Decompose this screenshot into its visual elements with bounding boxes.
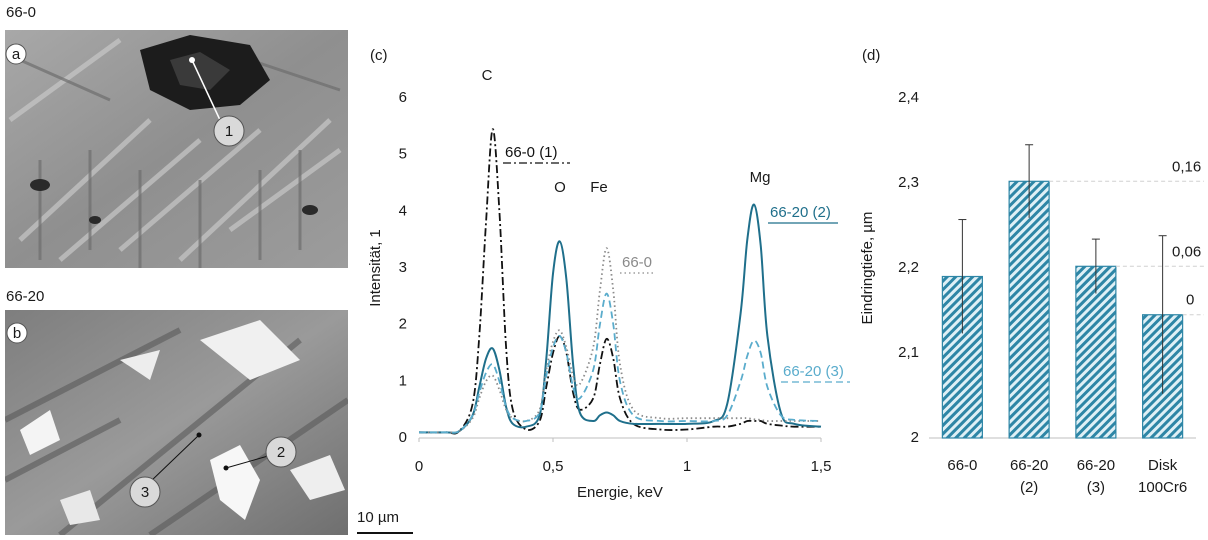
marker-badge	[265, 436, 297, 468]
marker-badge	[129, 476, 161, 508]
series-line	[418, 247, 821, 434]
annotation-label: 0	[1186, 292, 1194, 309]
y-tick-label: 4	[399, 202, 407, 219]
x-axis-title: Energie, keV	[577, 484, 663, 501]
series-label: 66-20 (3)	[783, 363, 844, 380]
marker-leader	[149, 434, 200, 483]
y-tick-label: 2	[399, 316, 407, 333]
marker-label: 2	[277, 444, 285, 461]
x-tick-label: 66-0	[947, 457, 977, 474]
annotation-label: 0,16	[1172, 158, 1201, 175]
micrograph-label: 66-20	[6, 288, 44, 305]
error-bar	[1025, 144, 1034, 218]
series-line	[418, 203, 822, 434]
panel-badge	[6, 322, 28, 344]
peak-label: O	[554, 179, 566, 196]
micrograph-a	[5, 30, 348, 268]
x-tick-label: 0,5	[543, 458, 564, 475]
scale-bar-label: 10 µm	[357, 509, 399, 526]
x-tick-label: (3)	[1087, 479, 1105, 496]
panel-badge	[5, 43, 27, 65]
marker-badge	[213, 115, 245, 147]
x-tick-label: (2)	[1020, 479, 1038, 496]
x-tick-label: 1,5	[811, 458, 832, 475]
peak-label: Mg	[750, 169, 771, 186]
marker-label: 1	[225, 123, 233, 140]
panel-label: a	[12, 46, 21, 63]
series-label: 66-20 (2)	[770, 204, 831, 221]
y-tick-label: 2,2	[898, 259, 919, 276]
annotation-label: 0,06	[1172, 243, 1201, 260]
y-axis-title: Eindringtiefe, µm	[859, 212, 876, 325]
x-tick-label: 100Cr6	[1138, 479, 1187, 496]
y-tick-label: 3	[399, 259, 407, 276]
series-label: 66-0 (1)	[505, 144, 558, 161]
y-tick-label: 0	[399, 429, 407, 446]
marker-dot	[189, 57, 195, 63]
y-tick-label: 1	[399, 372, 407, 389]
y-tick-label: 2,3	[898, 174, 919, 191]
marker-label: 3	[141, 484, 149, 501]
x-tick-label: Disk	[1148, 457, 1178, 474]
peak-label: C	[482, 67, 493, 84]
panel-label: (d)	[862, 47, 880, 64]
x-tick-label: 0	[415, 458, 423, 475]
error-bar	[958, 219, 967, 334]
y-tick-label: 2	[911, 429, 919, 446]
error-bar	[1158, 235, 1167, 394]
marker-leader	[225, 455, 269, 469]
y-tick-label: 2,1	[898, 344, 919, 361]
micrograph-b	[5, 310, 348, 535]
series-label: 66-0	[622, 254, 652, 271]
x-tick-label: 1	[683, 458, 691, 475]
bar	[1008, 180, 1050, 439]
x-tick-label: 66-20	[1010, 457, 1048, 474]
series-line	[418, 292, 822, 434]
panel-label: b	[13, 325, 21, 342]
marker-leader	[191, 59, 221, 121]
y-tick-label: 5	[399, 146, 407, 163]
y-tick-label: 6	[399, 89, 407, 106]
panel-label: (c)	[370, 47, 388, 64]
micrograph-label: 66-0	[6, 4, 36, 21]
error-bar	[1091, 238, 1100, 294]
peak-label: Fe	[590, 179, 608, 196]
y-axis-title: Intensität, 1	[367, 229, 384, 307]
y-tick-label: 2,4	[898, 89, 919, 106]
x-tick-label: 66-20	[1077, 457, 1115, 474]
